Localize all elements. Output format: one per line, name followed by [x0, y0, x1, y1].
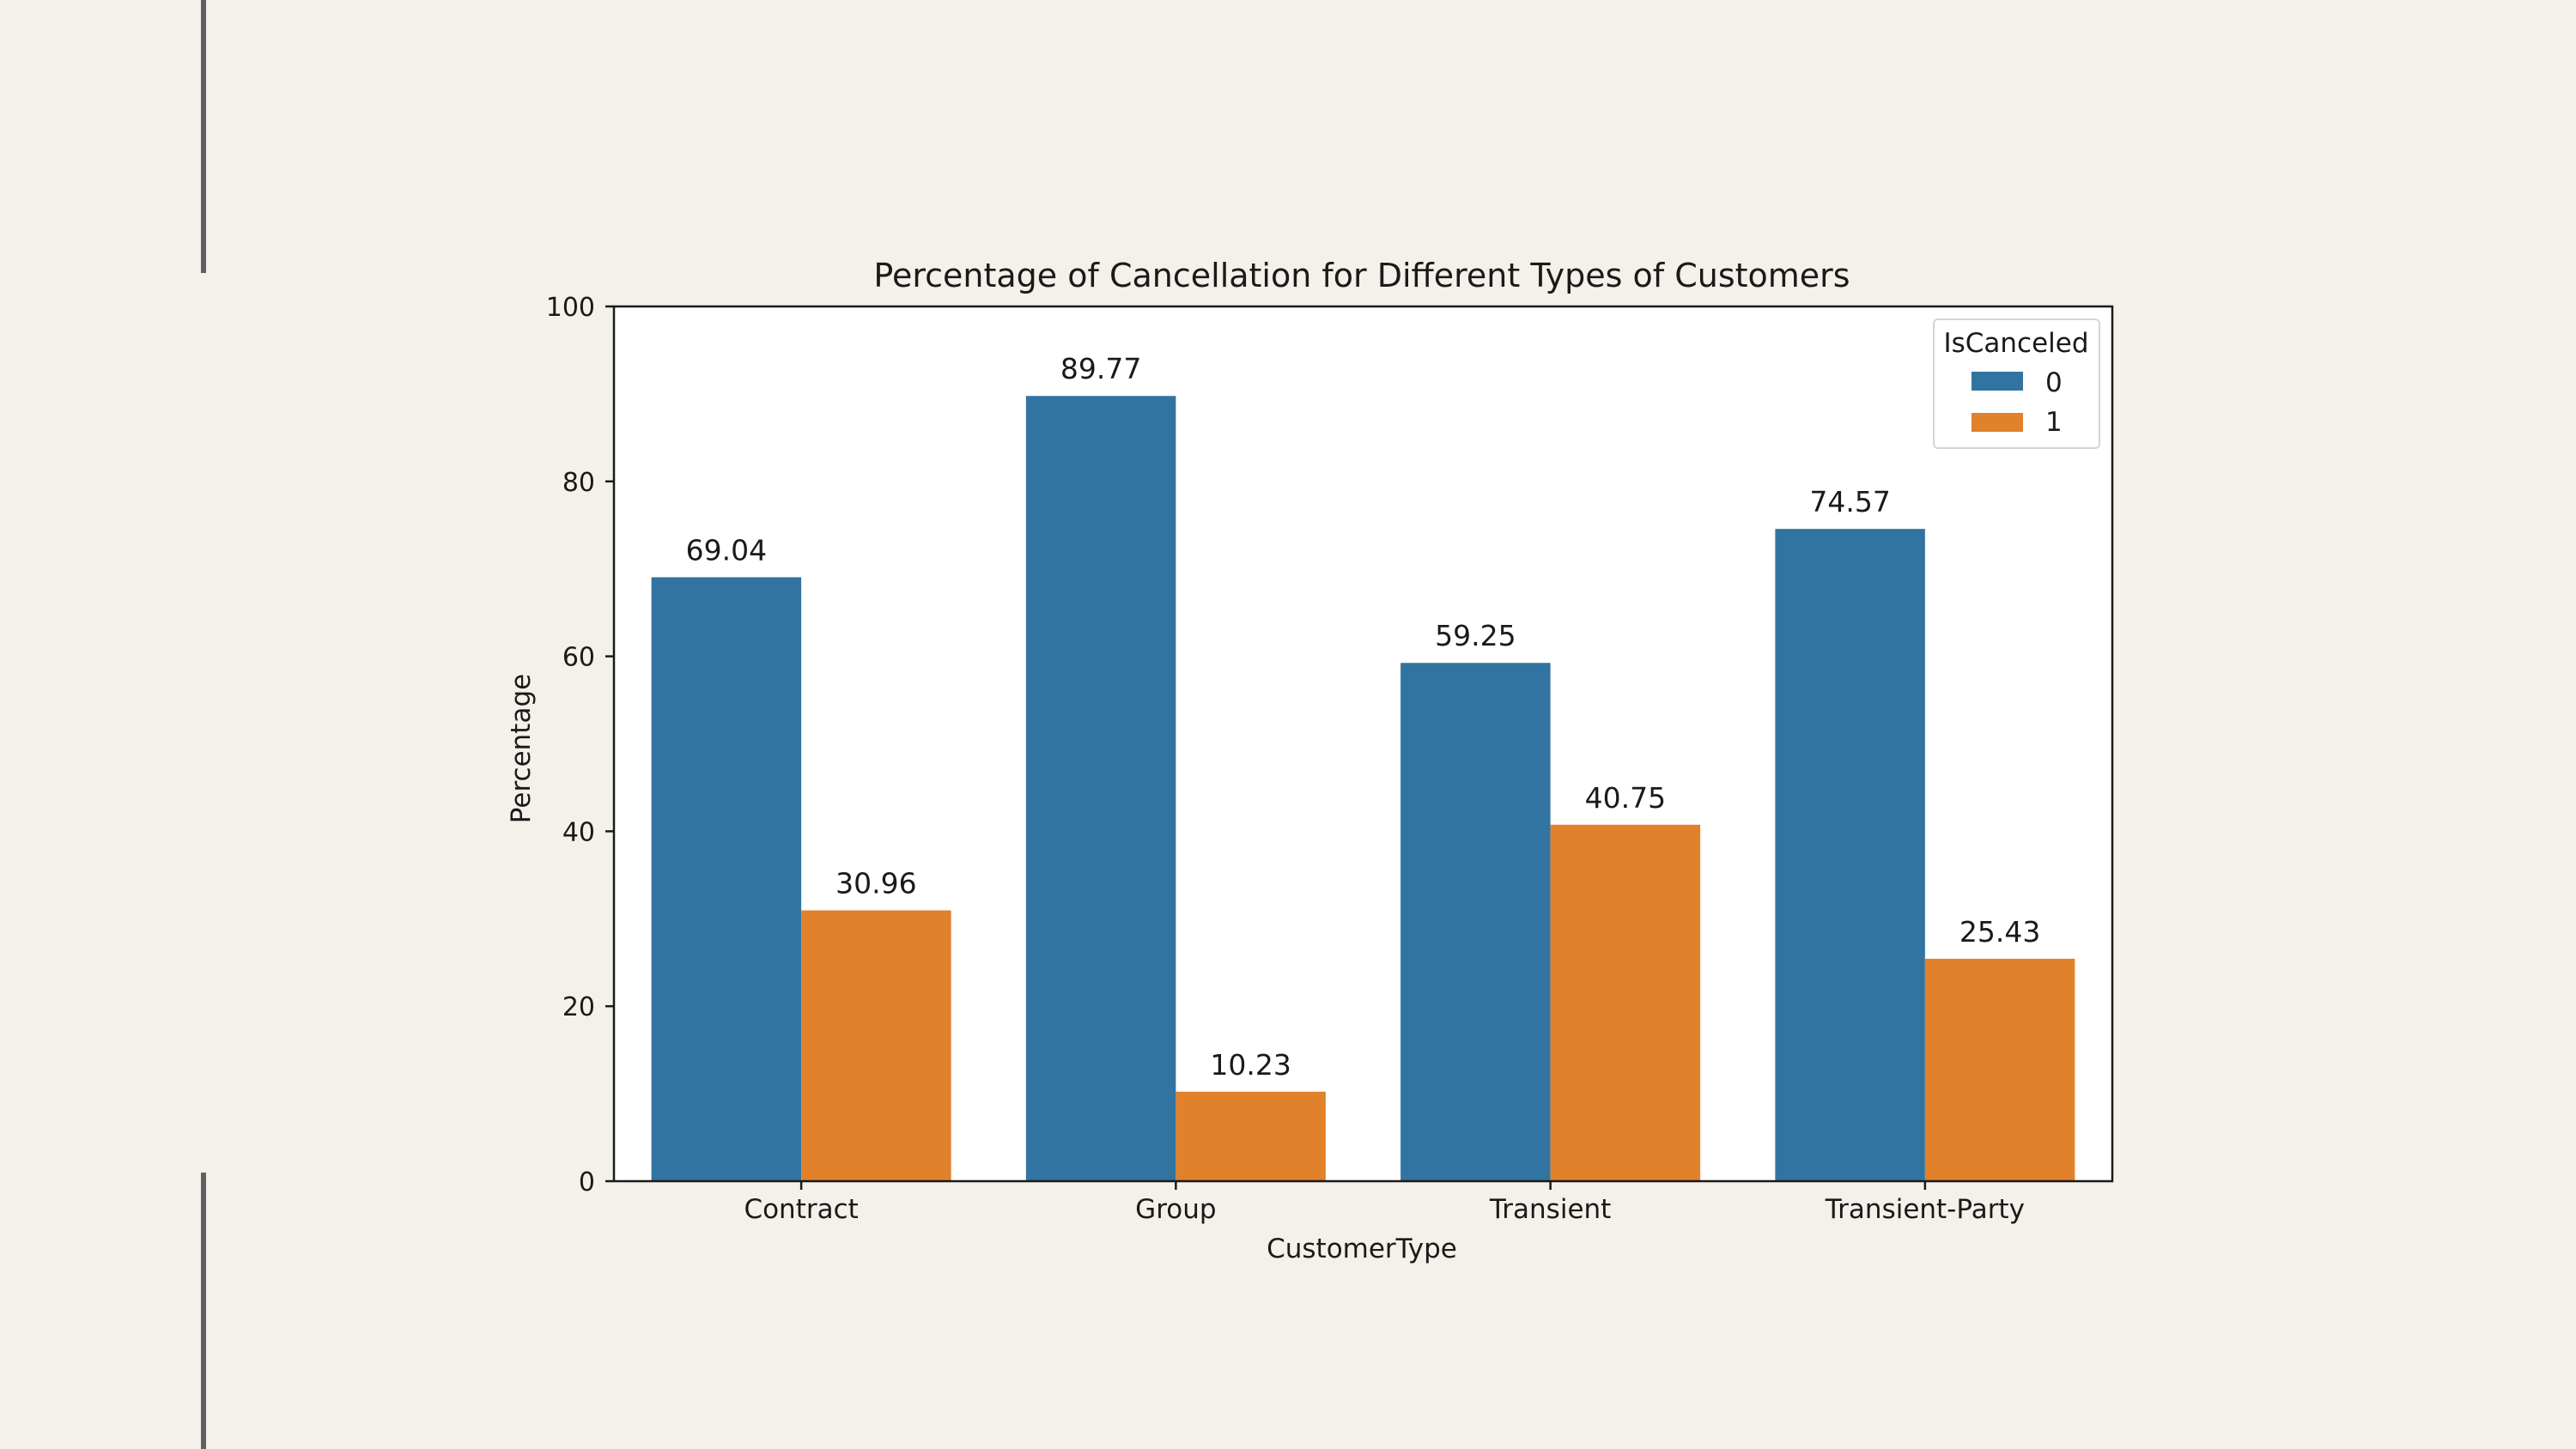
y-tick-label: 0: [579, 1167, 595, 1197]
data-label: 74.57: [1809, 485, 1890, 518]
chart-title: Percentage of Cancellation for Different…: [873, 257, 1850, 294]
data-label: 10.23: [1210, 1048, 1291, 1082]
y-tick-label: 100: [546, 293, 595, 323]
data-label: 30.96: [835, 867, 916, 900]
bar-transient-party-iscanceled-1: [1924, 958, 2075, 1181]
legend-swatch-1: [1971, 413, 2023, 432]
x-axis: Contract Group Transient Transient-Party: [744, 1181, 2025, 1225]
y-tick-label: 20: [562, 992, 595, 1022]
slide-accent-line-bottom: [201, 1173, 206, 1449]
bar-transient-party-iscanceled-0: [1775, 529, 1925, 1181]
y-tick-label: 60: [562, 643, 595, 673]
y-tick-label: 40: [562, 817, 595, 847]
bar-transient-iscanceled-0: [1400, 663, 1551, 1181]
y-axis: 0 20 40 60 80 100: [546, 293, 614, 1197]
x-axis-label: CustomerType: [1267, 1234, 1457, 1264]
x-tick-label: Transient: [1489, 1194, 1611, 1225]
bars-group: [651, 396, 2075, 1181]
data-label: 25.43: [1959, 915, 2040, 949]
y-tick-label: 80: [562, 468, 595, 498]
data-label: 89.77: [1060, 352, 1141, 385]
bar-group-iscanceled-1: [1176, 1091, 1326, 1181]
data-label: 59.25: [1435, 619, 1516, 652]
bar-transient-iscanceled-1: [1550, 824, 1701, 1181]
data-labels-group: 69.04 89.77 59.25 74.57 30.96 10.23 40.75 25.43: [686, 352, 2041, 1082]
data-label: 69.04: [686, 533, 767, 567]
legend-swatch-0: [1971, 372, 2023, 391]
legend-label-0: 0: [2045, 367, 2063, 398]
slide-accent-line-top: [201, 0, 206, 273]
bar-contract-iscanceled-1: [801, 910, 951, 1181]
y-axis-label: Percentage: [506, 674, 537, 823]
x-tick-label: Contract: [744, 1194, 858, 1225]
data-label: 40.75: [1585, 781, 1666, 815]
x-tick-label: Group: [1135, 1194, 1216, 1225]
legend-title: IsCanceled: [1943, 328, 2088, 359]
legend-label-1: 1: [2045, 407, 2063, 438]
x-tick-label: Transient-Party: [1825, 1194, 2025, 1225]
legend: IsCanceled 0 1: [1933, 318, 2100, 449]
plot-frame: [612, 305, 2114, 1183]
bar-contract-iscanceled-0: [651, 577, 802, 1181]
bar-group-iscanceled-0: [1025, 396, 1176, 1181]
